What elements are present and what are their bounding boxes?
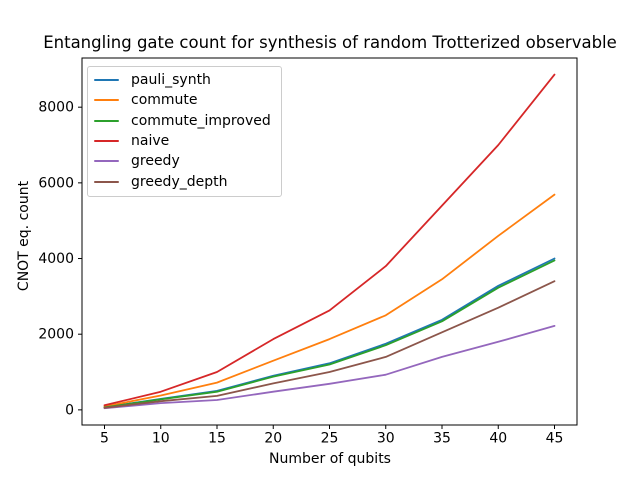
legend-label: commute — [131, 92, 198, 109]
y-tick-label: 6000 — [38, 175, 74, 191]
series-line-pauli_synth — [103, 257, 556, 409]
y-tick-label: 0 — [65, 402, 74, 418]
chart-title: Entangling gate count for synthesis of r… — [43, 33, 617, 52]
legend-label: commute_improved — [131, 112, 271, 129]
legend-entry-pauli_synth: pauli_synth — [88, 70, 281, 90]
y-tick-label: 8000 — [38, 100, 74, 116]
legend-entry-naive: naive — [88, 131, 281, 151]
legend-swatch-commute — [94, 99, 119, 102]
legend-swatch-pauli_synth — [94, 79, 119, 82]
series-line-greedy_depth — [103, 280, 556, 409]
legend-label: pauli_synth — [131, 72, 211, 89]
legend-label: naive — [131, 133, 170, 150]
x-tick-label: 30 — [377, 431, 395, 447]
x-tick-label: 25 — [321, 431, 339, 447]
y-tick-label: 2000 — [38, 327, 74, 343]
x-tick-label: 10 — [152, 431, 170, 447]
series-line-naive — [103, 73, 556, 407]
x-axis-label: Number of qubits — [269, 451, 391, 467]
x-tick-label: 45 — [546, 431, 564, 447]
legend-entry-commute: commute — [88, 90, 281, 110]
legend-label: greedy — [131, 153, 180, 170]
series-line-commute_improved — [103, 259, 556, 409]
legend-swatch-commute_improved — [94, 119, 119, 122]
legend-entry-greedy_depth: greedy_depth — [88, 171, 281, 191]
x-tick-label: 20 — [264, 431, 282, 447]
legend-entry-commute_improved: commute_improved — [88, 111, 281, 131]
y-tick-label: 4000 — [38, 251, 74, 267]
x-tick-label: 40 — [489, 431, 507, 447]
legend-swatch-greedy_depth — [94, 180, 119, 183]
series-line-greedy — [103, 324, 556, 410]
legend-swatch-naive — [94, 140, 119, 143]
legend-swatch-greedy — [94, 160, 119, 163]
x-tick-label: 5 — [100, 431, 109, 447]
series-line-commute — [103, 193, 556, 408]
x-tick-label: 35 — [433, 431, 451, 447]
x-tick-label: 15 — [208, 431, 226, 447]
legend-label: greedy_depth — [131, 173, 228, 190]
y-axis-label: CNOT eq. count — [16, 180, 32, 292]
legend-entry-greedy: greedy — [88, 151, 281, 171]
